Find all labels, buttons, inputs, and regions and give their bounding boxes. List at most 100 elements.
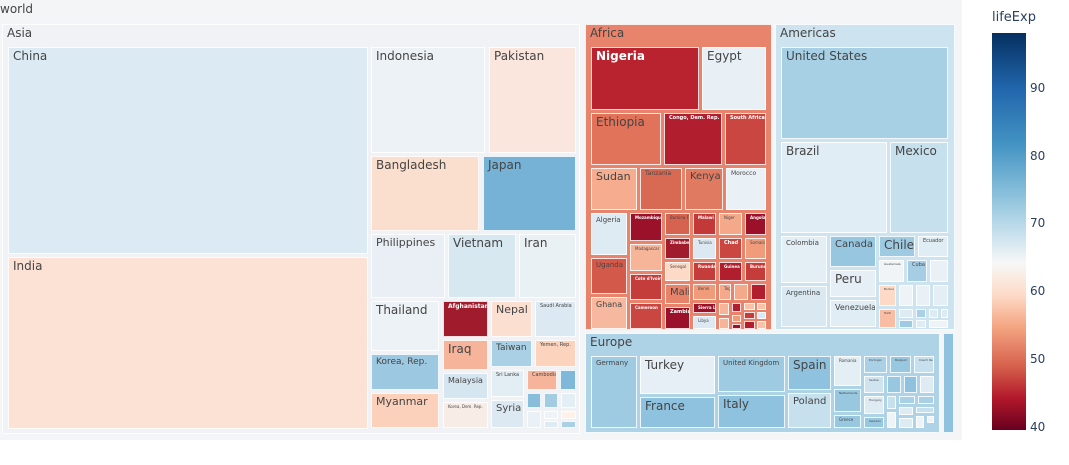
treemap-tile[interactable]: Colombia — [781, 236, 827, 283]
treemap-tile[interactable] — [916, 320, 926, 328]
treemap-tile[interactable] — [929, 320, 948, 328]
treemap-tile[interactable]: Brazil — [781, 142, 887, 233]
treemap-tile[interactable] — [916, 309, 926, 318]
treemap-tile[interactable]: Ecuador — [918, 236, 948, 257]
treemap-tile[interactable]: Netherlands — [834, 389, 861, 412]
treemap-tile[interactable]: Greece — [834, 415, 861, 428]
treemap-tile[interactable]: South Africa — [725, 113, 766, 165]
treemap-tile[interactable] — [933, 285, 948, 306]
treemap-tile[interactable]: Senegal — [665, 262, 690, 281]
treemap-tile[interactable] — [887, 376, 901, 393]
treemap-tile[interactable] — [719, 318, 729, 329]
treemap-tile[interactable]: Philippines — [371, 234, 445, 298]
treemap-tile[interactable]: Libya — [693, 316, 716, 329]
treemap-tile[interactable]: Algeria — [591, 213, 627, 255]
treemap-tile[interactable]: Ethiopia — [591, 113, 661, 165]
treemap-tile[interactable] — [527, 411, 541, 428]
treemap-tile[interactable]: Bolivia — [879, 285, 896, 306]
treemap-tile[interactable]: Thailand — [371, 301, 439, 351]
treemap-tile[interactable]: Tanzania — [640, 168, 682, 210]
treemap-tile[interactable] — [561, 393, 576, 408]
treemap-tile[interactable]: Peru — [830, 270, 876, 297]
treemap-tile[interactable]: Bangladesh — [371, 156, 479, 231]
treemap-tile[interactable]: Nigeria — [591, 47, 699, 110]
treemap-tile[interactable] — [544, 393, 558, 408]
treemap-tile[interactable] — [560, 370, 576, 390]
treemap-tile[interactable]: Indonesia — [371, 47, 485, 153]
treemap-tile[interactable]: Madagascar — [630, 244, 662, 271]
treemap-tile[interactable]: Guatemala — [879, 260, 904, 282]
treemap-tile[interactable]: India — [8, 257, 368, 429]
treemap-tile[interactable]: Egypt — [702, 47, 766, 110]
treemap-tile[interactable]: Pakistan — [489, 47, 576, 153]
treemap-tile[interactable]: Zambia — [665, 307, 690, 329]
treemap-tile[interactable]: Canada — [830, 236, 876, 267]
treemap-tile[interactable]: Syria — [491, 400, 524, 428]
treemap-tile[interactable]: Cameroon — [630, 303, 662, 329]
treemap-tile[interactable]: Spain — [788, 356, 831, 390]
treemap-tile[interactable] — [732, 324, 741, 329]
treemap-tile[interactable] — [916, 285, 930, 306]
treemap-tile[interactable] — [744, 303, 755, 310]
treemap-tile[interactable] — [916, 416, 924, 428]
treemap-tile[interactable]: Korea, Dem. Rep. — [443, 402, 488, 428]
treemap-tile[interactable] — [544, 421, 558, 428]
treemap-tile[interactable]: Saudi Arabia — [535, 301, 576, 337]
treemap-tile[interactable]: Benin — [693, 284, 716, 300]
treemap-tile[interactable]: Poland — [788, 393, 831, 428]
treemap-tile[interactable] — [918, 396, 934, 404]
treemap-tile[interactable] — [751, 284, 766, 300]
treemap-tile[interactable]: Haiti — [879, 309, 896, 328]
treemap-tile[interactable]: Nepal — [491, 301, 532, 337]
treemap-tile[interactable] — [561, 421, 576, 428]
treemap-tile[interactable]: United States — [781, 47, 948, 139]
treemap-tile[interactable]: Romania — [834, 356, 861, 386]
treemap-tile[interactable]: Chad — [719, 238, 742, 259]
treemap-tile[interactable]: Myanmar — [371, 393, 439, 428]
treemap-tile[interactable]: Kenya — [685, 168, 723, 210]
treemap-tile[interactable] — [930, 260, 948, 282]
treemap-tile[interactable]: France — [640, 397, 715, 428]
treemap-tile[interactable]: Malawi — [693, 213, 716, 235]
treemap-tile[interactable]: Cuba — [907, 260, 927, 282]
treemap-tile[interactable]: Angola — [745, 213, 766, 235]
treemap-tile[interactable]: Vietnam — [448, 234, 516, 298]
treemap-tile[interactable]: Turkey — [640, 356, 715, 394]
treemap-tile[interactable]: Afghanistan — [443, 301, 488, 337]
treemap-tile[interactable]: Cote d'Ivoire — [630, 274, 662, 300]
treemap-tile[interactable]: Taiwan — [491, 340, 532, 367]
treemap-tile[interactable]: Venezuela — [830, 300, 876, 327]
treemap-tile[interactable] — [757, 303, 766, 310]
treemap-tile[interactable]: Japan — [483, 156, 576, 231]
treemap-tile[interactable]: Italy — [718, 395, 785, 428]
treemap-tile[interactable] — [899, 320, 913, 328]
treemap-tile[interactable] — [899, 407, 913, 415]
treemap-tile[interactable]: Sweden — [864, 417, 884, 428]
treemap-tile[interactable]: Mali — [665, 284, 690, 304]
treemap-tile[interactable]: Ghana — [591, 297, 627, 329]
treemap-tile[interactable]: Yemen, Rep. — [535, 340, 576, 367]
treemap-tile[interactable]: Malaysia — [443, 373, 488, 399]
treemap-tile[interactable] — [941, 309, 948, 318]
treemap-tile[interactable]: Iraq — [443, 340, 488, 370]
treemap-tile[interactable]: Czech Rep. — [914, 356, 934, 373]
treemap-tile[interactable]: Sierra Leone — [693, 303, 716, 313]
treemap-tile[interactable]: Somalia — [745, 238, 766, 259]
treemap-tile[interactable]: Togo — [719, 284, 731, 300]
treemap-node-oceania[interactable] — [943, 333, 954, 433]
treemap-tile[interactable] — [916, 407, 934, 413]
treemap-tile[interactable] — [899, 285, 913, 306]
treemap-tile[interactable] — [734, 284, 748, 300]
treemap-tile[interactable] — [920, 376, 934, 393]
treemap-tile[interactable]: Germany — [591, 356, 637, 428]
treemap-tile[interactable]: United Kingdom — [718, 356, 785, 392]
treemap-tile[interactable] — [899, 396, 915, 404]
treemap-tile[interactable]: Uganda — [591, 258, 627, 294]
treemap-tile[interactable] — [744, 312, 755, 319]
treemap-tile[interactable] — [719, 303, 729, 315]
treemap-tile[interactable]: Morocco — [726, 168, 766, 210]
treemap-tile[interactable]: Cambodia — [527, 370, 557, 390]
treemap-tile[interactable]: Sri Lanka — [491, 370, 524, 397]
treemap-tile[interactable]: Congo, Dem. Rep. — [664, 113, 722, 165]
treemap-tile[interactable] — [561, 411, 576, 419]
